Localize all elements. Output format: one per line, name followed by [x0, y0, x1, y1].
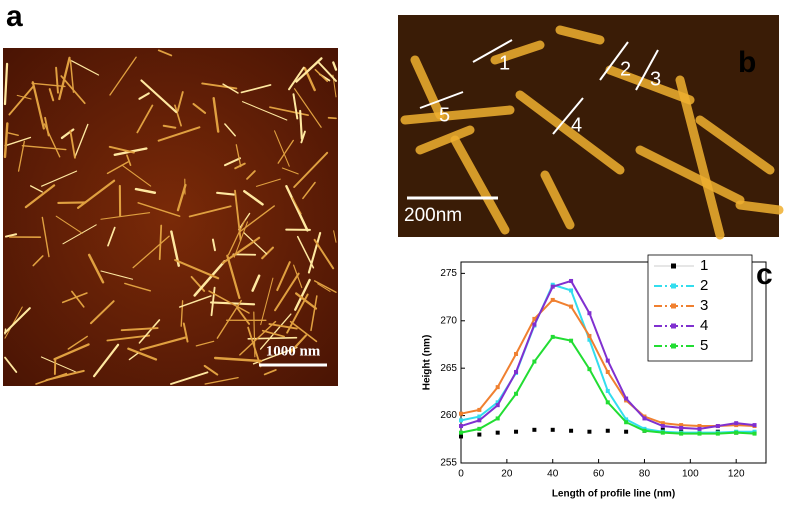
legend-marker — [671, 264, 676, 269]
y-tick-label: 255 — [440, 458, 457, 469]
data-point — [459, 418, 463, 422]
data-point — [514, 392, 518, 396]
x-tick-label: 20 — [501, 469, 513, 480]
data-point — [587, 334, 591, 338]
data-point — [606, 389, 610, 393]
data-point — [477, 427, 481, 431]
data-point — [624, 420, 628, 424]
y-tick-label: 275 — [440, 268, 457, 279]
data-point — [606, 429, 610, 433]
fiber — [5, 329, 6, 334]
panel-label: a — [6, 0, 23, 33]
x-tick-label: 40 — [547, 469, 559, 480]
profile-label: 3 — [650, 68, 661, 90]
data-point — [587, 367, 591, 371]
data-point — [679, 426, 683, 430]
data-point — [532, 323, 536, 327]
x-axis-label: Length of profile line (nm) — [552, 489, 675, 500]
data-point — [642, 429, 646, 433]
data-point — [496, 385, 500, 389]
data-point — [753, 423, 757, 427]
legend-label: 4 — [700, 317, 708, 334]
data-point — [679, 432, 683, 436]
panel-label: b — [738, 46, 756, 79]
data-point — [551, 335, 555, 339]
y-axis-label: Height (nm) — [422, 335, 433, 391]
data-point — [569, 279, 573, 283]
data-point — [661, 431, 665, 435]
data-point — [569, 339, 573, 343]
afm-image-b — [398, 15, 779, 237]
data-point — [697, 432, 701, 436]
scale-bar-label: 1000 nm — [266, 343, 321, 359]
data-point — [606, 400, 610, 404]
data-point — [477, 433, 481, 437]
data-point — [587, 430, 591, 434]
legend-label: 1 — [700, 257, 708, 274]
y-tick-label: 270 — [440, 315, 457, 326]
x-tick-label: 80 — [639, 469, 651, 480]
line-chart: 0 20 40 60 80 100 120 255 260 265 270 275 Length of … — [422, 255, 766, 500]
data-point — [734, 431, 738, 435]
y-tick-label: 265 — [440, 363, 457, 374]
x-tick-label: 100 — [682, 469, 699, 480]
profile-label: 2 — [620, 58, 631, 80]
legend-label: 2 — [700, 277, 708, 294]
data-point — [661, 424, 665, 428]
data-point — [477, 408, 481, 412]
x-tick-label: 0 — [458, 469, 464, 480]
data-point — [716, 424, 720, 428]
scale-bar-label: 200nm — [404, 205, 462, 226]
data-point — [514, 430, 518, 434]
legend-marker — [671, 284, 676, 289]
x-tick-label: 60 — [593, 469, 605, 480]
data-point — [551, 298, 555, 302]
data-point — [551, 428, 555, 432]
data-point — [477, 418, 481, 422]
data-point — [753, 432, 757, 436]
legend-marker — [671, 304, 676, 309]
data-point — [459, 431, 463, 435]
data-point — [496, 431, 500, 435]
data-point — [624, 430, 628, 434]
data-point — [697, 427, 701, 431]
data-point — [569, 288, 573, 292]
data-point — [459, 412, 463, 416]
fiber — [248, 338, 296, 339]
data-point — [642, 416, 646, 420]
data-point — [514, 370, 518, 374]
legend-label: 5 — [700, 337, 708, 354]
data-point — [459, 434, 463, 438]
legend-label: 3 — [700, 297, 708, 314]
data-point — [734, 421, 738, 425]
data-point — [551, 285, 555, 289]
data-point — [496, 403, 500, 407]
fiber — [740, 205, 779, 210]
data-point — [569, 429, 573, 433]
fiber — [329, 118, 336, 119]
panel-label: c — [756, 258, 773, 291]
data-point — [459, 424, 463, 428]
data-point — [496, 416, 500, 420]
profile-label: 4 — [571, 114, 582, 136]
legend-marker — [671, 324, 676, 329]
data-point — [606, 359, 610, 363]
x-tick-label: 120 — [728, 469, 745, 480]
data-point — [532, 360, 536, 364]
data-point — [716, 432, 720, 436]
data-point — [587, 311, 591, 315]
data-point — [624, 397, 628, 401]
legend-marker — [671, 344, 676, 349]
data-point — [532, 428, 536, 432]
data-point — [569, 305, 573, 309]
data-point — [514, 352, 518, 356]
data-point — [606, 370, 610, 374]
fiber — [58, 202, 85, 203]
profile-label: 1 — [499, 52, 510, 74]
y-tick-label: 260 — [440, 410, 457, 421]
profile-label: 5 — [439, 104, 450, 126]
